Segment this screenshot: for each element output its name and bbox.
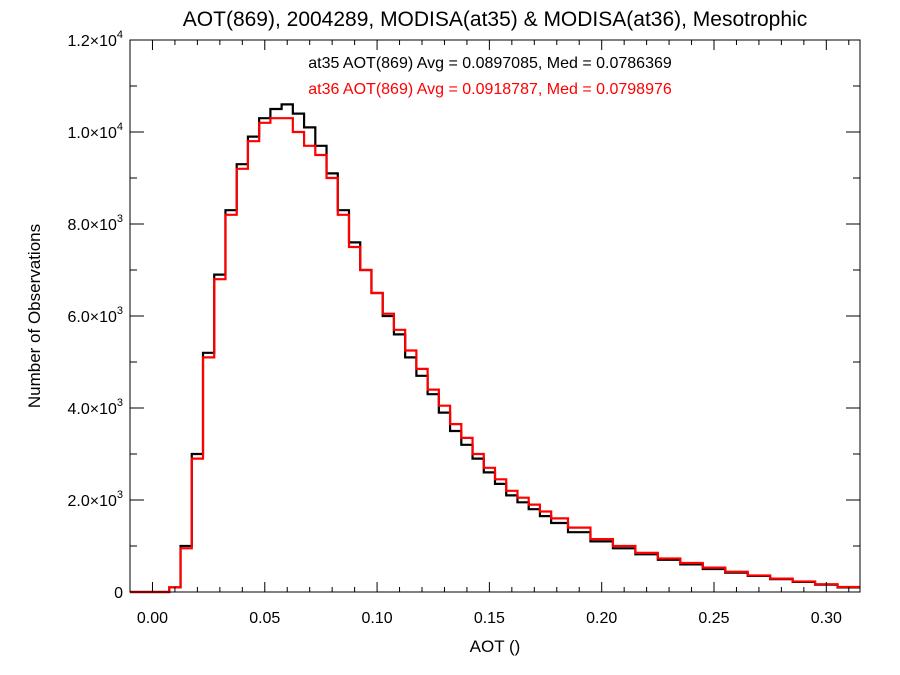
series-2-line: [130, 117, 860, 594]
annotation-2: at36 AOT(869) Avg = 0.0918787, Med = 0.0…: [308, 81, 672, 98]
x-tick-label: 0.30: [811, 610, 842, 627]
x-tick-label: 0.05: [249, 610, 280, 627]
chart-title: AOT(869), 2004289, MODISA(at35) & MODISA…: [183, 8, 807, 31]
x-tick-label: 0.25: [698, 610, 729, 627]
x-tick-label: 0.00: [137, 610, 168, 627]
axes-layer: 0.00 0.05 0.10 0.15 0.20 0.25 0.30 0 2.0×103 4.0×…: [67, 29, 861, 627]
annotation-1: at35 AOT(869) Avg = 0.0897085, Med = 0.0…: [308, 55, 672, 72]
y-tick-label: 6.0×103: [67, 305, 123, 326]
y-axis-label: Number of Observations: [25, 224, 44, 408]
y-tick-label: 4.0×103: [67, 397, 123, 418]
y-tick-label: 2.0×103: [67, 489, 123, 510]
series-1-line: [130, 103, 860, 594]
x-tick-label: 0.10: [362, 610, 393, 627]
series-layer: [130, 103, 860, 594]
x-tick-label: 0.20: [586, 610, 617, 627]
y-tick-label: 8.0×103: [67, 213, 123, 234]
x-axis-label: AOT (): [470, 637, 521, 656]
plot-frame: [129, 39, 861, 593]
y-tick-label: 1.0×104: [67, 121, 123, 142]
x-tick-label: 0.15: [474, 610, 505, 627]
y-tick-label: 1.2×104: [67, 29, 123, 50]
legend: at35 AOT(869) Avg = 0.0897085, Med = 0.0…: [308, 55, 672, 98]
y-tick-label: 0: [114, 585, 123, 602]
